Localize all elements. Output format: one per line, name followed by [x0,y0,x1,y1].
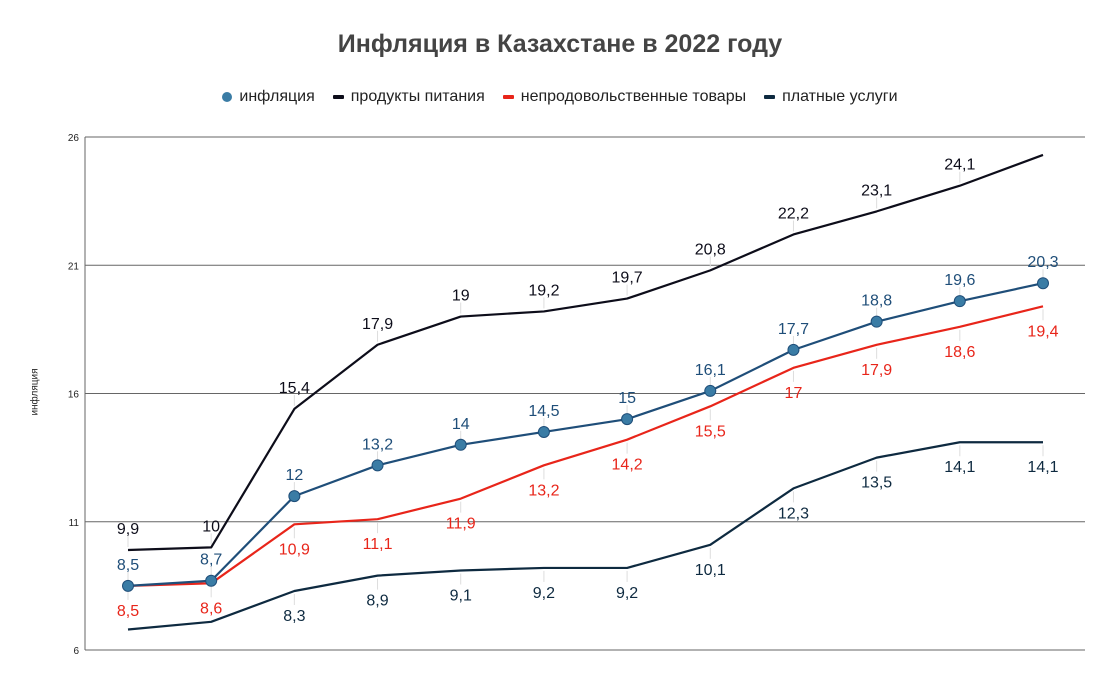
data-label: 10,1 [695,562,726,579]
legend-dot-icon [222,92,233,102]
data-label: 11,1 [363,536,393,553]
data-label: 17,9 [861,362,892,379]
data-point-marker [1037,277,1049,290]
data-point-marker [371,459,384,472]
data-label: 10 [202,518,220,535]
data-label: 23,1 [861,182,892,199]
y-tick-label: 11 [69,518,80,529]
y-tick-label: 26 [68,133,80,144]
data-point-marker [704,384,717,397]
chart-legend: инфляция продукты питания непродовольств… [0,88,1120,106]
data-label: 9,9 [117,521,139,538]
series-line [127,282,1044,587]
legend-label: непродовольственные товары [520,88,747,105]
data-label: 19,4 [1027,323,1058,340]
legend-line-icon [502,95,514,99]
chart-title: Инфляция в Казахстане в 2022 году [337,30,783,58]
data-label: 8,5 [117,557,139,574]
y-tick-label: 6 [73,646,79,657]
data-label: 22,2 [778,205,809,222]
data-label: 17,9 [362,316,393,333]
legend-label: продукты питания [350,88,485,105]
data-point-marker [537,425,550,438]
series-line [127,153,1044,552]
data-label: 14,5 [528,403,559,420]
series-line [127,441,1043,631]
data-point-marker [787,343,800,356]
y-tick-label: 21 [68,261,80,272]
data-point-marker [122,579,134,592]
data-label: 9,2 [616,585,638,602]
data-label: 20,3 [1027,254,1058,271]
data-label: 17,7 [778,321,809,338]
data-label: 17 [785,385,803,402]
series-line [127,305,1044,587]
data-label: 13,2 [528,482,559,499]
data-label: 10,9 [279,541,310,558]
data-label: 15,5 [695,423,726,440]
data-label: 9,2 [533,585,555,602]
legend-item-inflation: инфляция [222,88,315,106]
legend-label: платные услуги [782,88,898,105]
data-label: 20,8 [695,241,726,258]
legend-line-icon [332,95,344,99]
data-point-marker [953,295,966,308]
data-point-marker [288,490,301,503]
data-label: 14 [452,416,470,433]
data-label: 19,6 [944,272,975,289]
data-point-marker [205,574,218,587]
legend-item-food: продукты питания [332,88,485,106]
data-point-marker [621,413,634,426]
data-label: 15 [618,390,636,407]
data-label: 18,6 [944,344,975,361]
data-label: 8,7 [200,552,222,569]
legend-line-icon [764,95,776,99]
data-label: 8,6 [200,600,222,617]
data-label: 14,1 [944,459,975,476]
data-label: 9,1 [450,587,472,604]
data-point-marker [870,315,883,328]
legend-label: инфляция [239,88,315,105]
legend-item-nonfood: непродовольственные товары [502,88,747,106]
data-label: 18,8 [861,293,892,310]
data-label: 13,2 [362,436,393,453]
data-label: 8,3 [283,608,305,625]
data-label: 12 [285,467,303,484]
data-label: 15,4 [279,380,310,397]
data-label: 24,1 [944,157,975,174]
data-label: 16,1 [695,362,726,379]
data-label: 12,3 [778,505,809,522]
data-label: 19,2 [528,282,559,299]
data-label: 11,9 [446,516,476,533]
data-label: 8,9 [366,593,388,610]
data-label: 19 [452,288,470,305]
y-tick-label: 16 [68,390,80,401]
legend-item-services: платные услуги [764,88,898,106]
data-label: 19,7 [612,270,643,287]
data-point-marker [454,438,467,451]
data-label: 8,5 [117,603,139,620]
data-label: 13,5 [861,475,892,492]
data-label: 14,2 [612,457,643,474]
data-label: 14,1 [1027,459,1058,476]
